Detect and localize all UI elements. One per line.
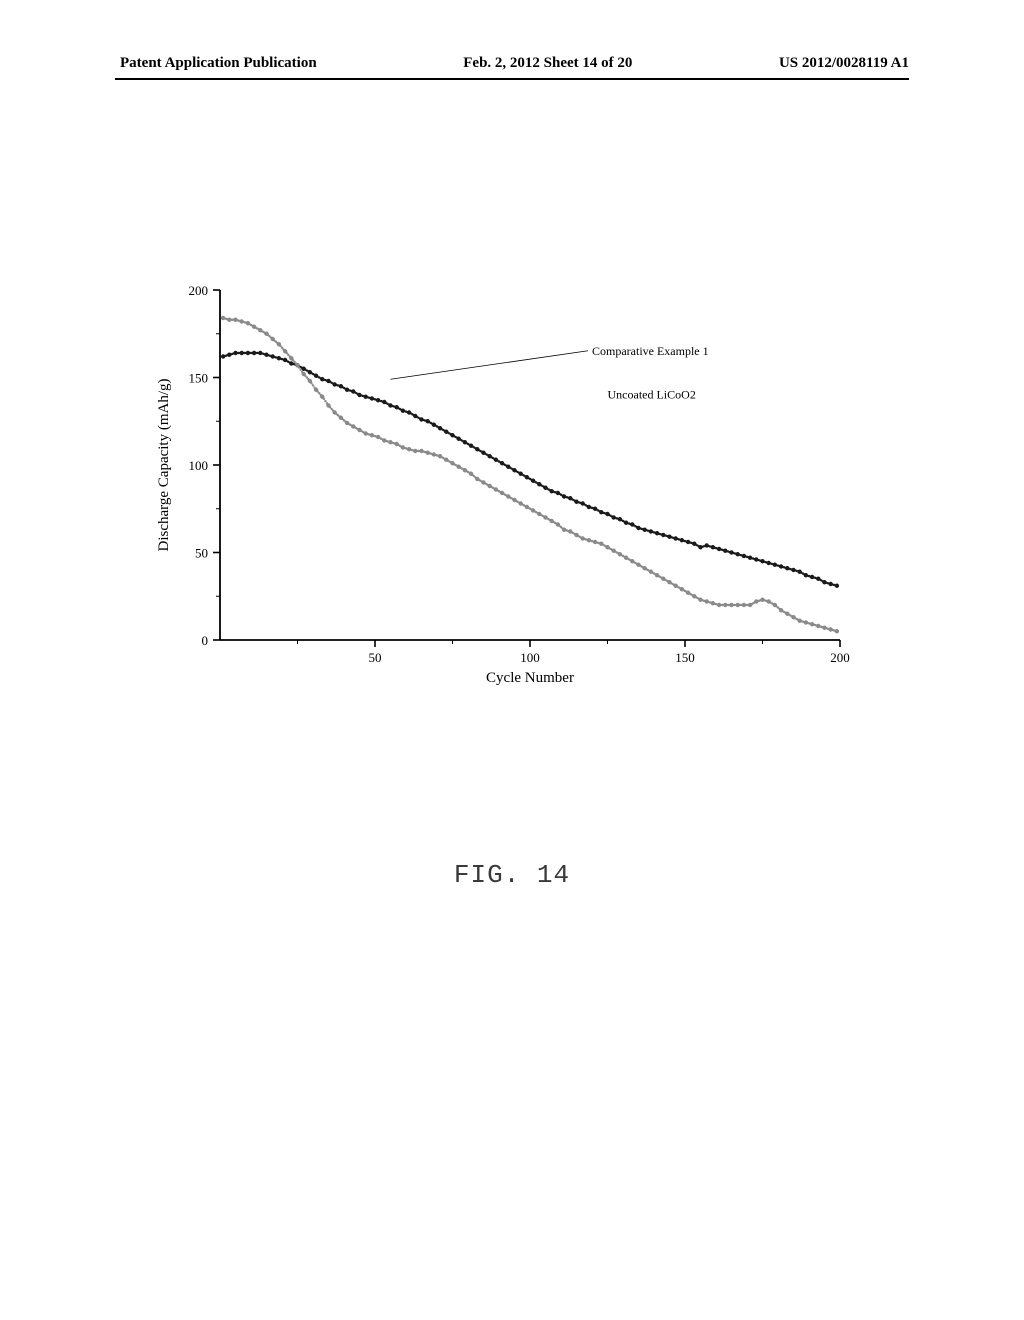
svg-text:50: 50 bbox=[195, 546, 208, 561]
page-header: Patent Application Publication Feb. 2, 2… bbox=[0, 55, 1024, 72]
header-left: Patent Application Publication bbox=[120, 55, 317, 72]
svg-text:Discharge Capacity (mAh/g): Discharge Capacity (mAh/g) bbox=[156, 378, 172, 551]
svg-text:50: 50 bbox=[369, 650, 382, 665]
svg-text:150: 150 bbox=[189, 371, 209, 386]
svg-text:200: 200 bbox=[830, 650, 850, 665]
svg-text:0: 0 bbox=[202, 633, 209, 648]
chart-svg: 0 50 100 150 200 50 100 150 200 Cycle Number Disch… bbox=[140, 280, 860, 700]
svg-text:Cycle Number: Cycle Number bbox=[486, 670, 574, 686]
svg-text:150: 150 bbox=[675, 650, 695, 665]
svg-text:100: 100 bbox=[189, 458, 209, 473]
figure-label: FIG. 14 bbox=[0, 860, 1024, 890]
discharge-capacity-chart: 0 50 100 150 200 50 100 150 200 Cycle Number Disch… bbox=[140, 280, 860, 700]
svg-text:200: 200 bbox=[189, 283, 209, 298]
svg-text:100: 100 bbox=[520, 650, 540, 665]
svg-text:Uncoated LiCoO2: Uncoated LiCoO2 bbox=[608, 388, 696, 402]
svg-text:Comparative Example 1: Comparative Example 1 bbox=[592, 344, 709, 358]
header-right: US 2012/0028119 A1 bbox=[779, 55, 909, 72]
header-rule bbox=[115, 78, 909, 80]
header-middle: Feb. 2, 2012 Sheet 14 of 20 bbox=[463, 55, 632, 72]
